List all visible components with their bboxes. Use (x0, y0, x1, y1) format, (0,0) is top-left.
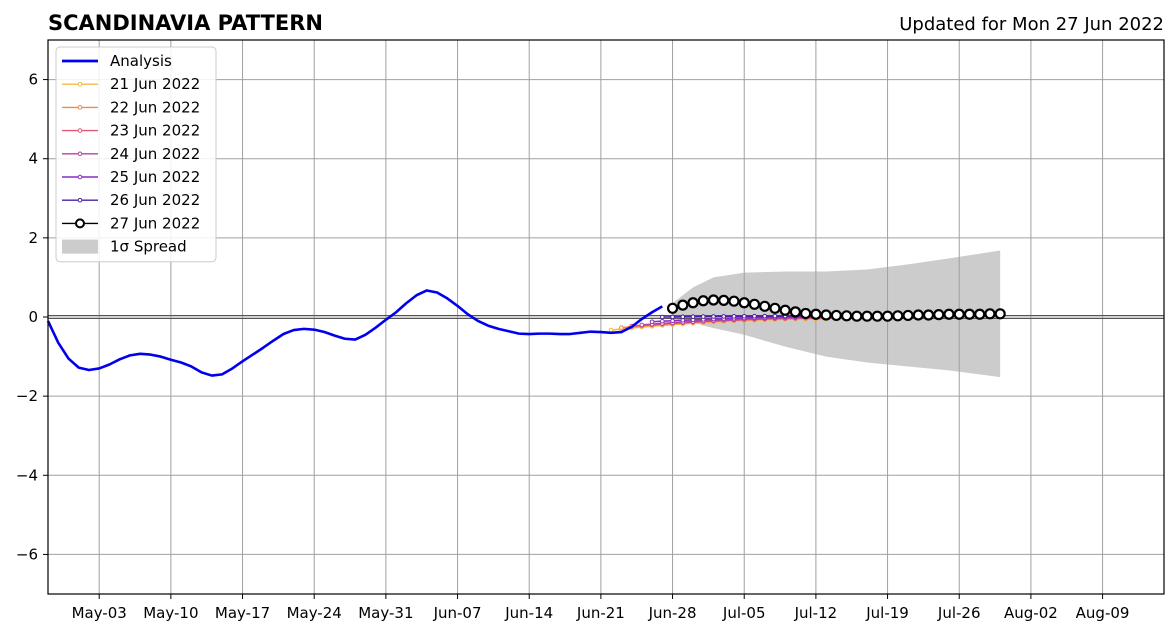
legend-label: 24 Jun 2022 (110, 145, 200, 163)
forecast-point (670, 318, 675, 324)
legend-swatch-marker (77, 81, 83, 87)
legend-swatch-marker (77, 197, 83, 203)
legend-label: 26 Jun 2022 (110, 191, 200, 209)
x-tick-label: Jun-28 (648, 604, 697, 622)
latest-forecast-point (728, 295, 740, 307)
latest-forecast-point (800, 307, 812, 320)
latest-forecast-point (943, 308, 955, 320)
x-tick-label: Jun-21 (576, 604, 625, 622)
legend-swatch-marker (75, 218, 85, 229)
latest-forecast-point (697, 295, 709, 307)
x-tick-label: Jul-19 (865, 604, 909, 622)
x-tick-label: Aug-02 (1004, 604, 1058, 622)
latest-forecast-point (994, 308, 1006, 320)
forecast-point (660, 318, 665, 324)
legend-label: 25 Jun 2022 (110, 168, 200, 186)
y-tick-label: 4 (28, 150, 38, 168)
chart-subtitle: Updated for Mon 27 Jun 2022 (899, 14, 1164, 35)
legend-label: 1σ Spread (110, 238, 187, 256)
forecast-point (680, 314, 686, 320)
latest-forecast-point (769, 302, 781, 314)
forecast-point (619, 325, 624, 330)
x-tick-label: Jul-26 (937, 604, 981, 622)
x-tick-label: Jun-14 (504, 604, 553, 622)
x-tick-label: May-10 (143, 604, 198, 622)
latest-forecast-point (963, 308, 976, 320)
latest-forecast-point (759, 300, 771, 312)
latest-forecast-point (738, 297, 750, 309)
legend-label: Analysis (110, 52, 172, 70)
forecast-point (711, 314, 716, 319)
series-layer (46, 289, 1006, 377)
forecast-point (731, 314, 737, 319)
forecast-point (741, 313, 747, 319)
legend-swatch-spread (62, 239, 98, 254)
x-tick-label: May-24 (287, 604, 342, 622)
x-tick-label: May-17 (215, 604, 270, 622)
y-tick-label: 0 (28, 308, 38, 326)
forecast-point (752, 313, 757, 319)
latest-forecast-point (687, 297, 699, 309)
latest-forecast-point (974, 308, 986, 320)
latest-forecast-point (881, 310, 894, 322)
legend-box (55, 46, 217, 263)
latest-forecast-point (871, 310, 883, 322)
latest-forecast-point (922, 309, 935, 321)
forecast-point (670, 314, 675, 320)
chart-title: SCANDINAVIA PATTERN (48, 11, 323, 35)
latest-forecast-point (748, 298, 761, 310)
forecast-point (772, 313, 778, 319)
legend-swatch-marker (77, 105, 83, 110)
analysis-line (46, 289, 663, 377)
x-tick-label: May-03 (72, 604, 127, 622)
latest-forecast-point (953, 308, 965, 320)
latest-forecast-point (707, 294, 720, 306)
latest-forecast-point (718, 294, 730, 306)
x-tick-label: May-31 (358, 604, 413, 622)
forecast-point (700, 314, 706, 319)
forecast-point (608, 327, 614, 333)
legend-label: 22 Jun 2022 (110, 98, 200, 116)
forecast-point (690, 314, 696, 319)
legend-swatch-marker (77, 151, 83, 157)
latest-forecast-point (912, 309, 924, 321)
axis-layer: May-03 May-10 May-17 May-24 May-31 Jun-07 Jun-… (16, 39, 1165, 622)
y-tick-label: −6 (16, 545, 38, 563)
y-tick-label: −2 (16, 387, 38, 405)
x-tick-label: Jul-05 (722, 604, 766, 622)
forecast-point (639, 322, 645, 328)
latest-forecast-point (984, 308, 996, 320)
y-tick-label: 2 (28, 229, 38, 247)
latest-forecast-point (933, 309, 945, 321)
latest-forecast-point (830, 309, 842, 322)
x-tick-label: Aug-09 (1076, 604, 1130, 622)
forecast-point (649, 319, 655, 325)
legend-swatch-marker (77, 174, 83, 180)
forecast-point (721, 314, 727, 319)
latest-forecast-point (841, 310, 853, 322)
y-tick-label: 6 (28, 71, 38, 89)
legend: Analysis 21 Jun 2022 22 Jun 2022 23 Jun 202… (55, 46, 217, 263)
forecast-point (762, 313, 767, 319)
forecast-point (660, 314, 665, 320)
latest-forecast-point (789, 306, 802, 318)
legend-label: 27 Jun 2022 (110, 214, 200, 232)
latest-forecast-point (861, 310, 873, 322)
legend-swatch-marker (77, 128, 83, 133)
latest-forecast-point (892, 310, 904, 322)
latest-forecast-point (820, 309, 832, 321)
latest-forecast-point (677, 299, 689, 311)
latest-forecast-point (810, 308, 822, 320)
y-tick-label: −4 (16, 466, 38, 484)
x-tick-label: Jul-12 (794, 604, 838, 622)
legend-label: 23 Jun 2022 (110, 122, 200, 140)
x-tick-label: Jun-07 (433, 604, 482, 622)
latest-forecast-point (902, 309, 914, 322)
legend-label: 21 Jun 2022 (110, 75, 200, 93)
latest-forecast-point (666, 302, 679, 314)
latest-forecast-point (779, 304, 791, 316)
latest-forecast-point (851, 310, 863, 322)
